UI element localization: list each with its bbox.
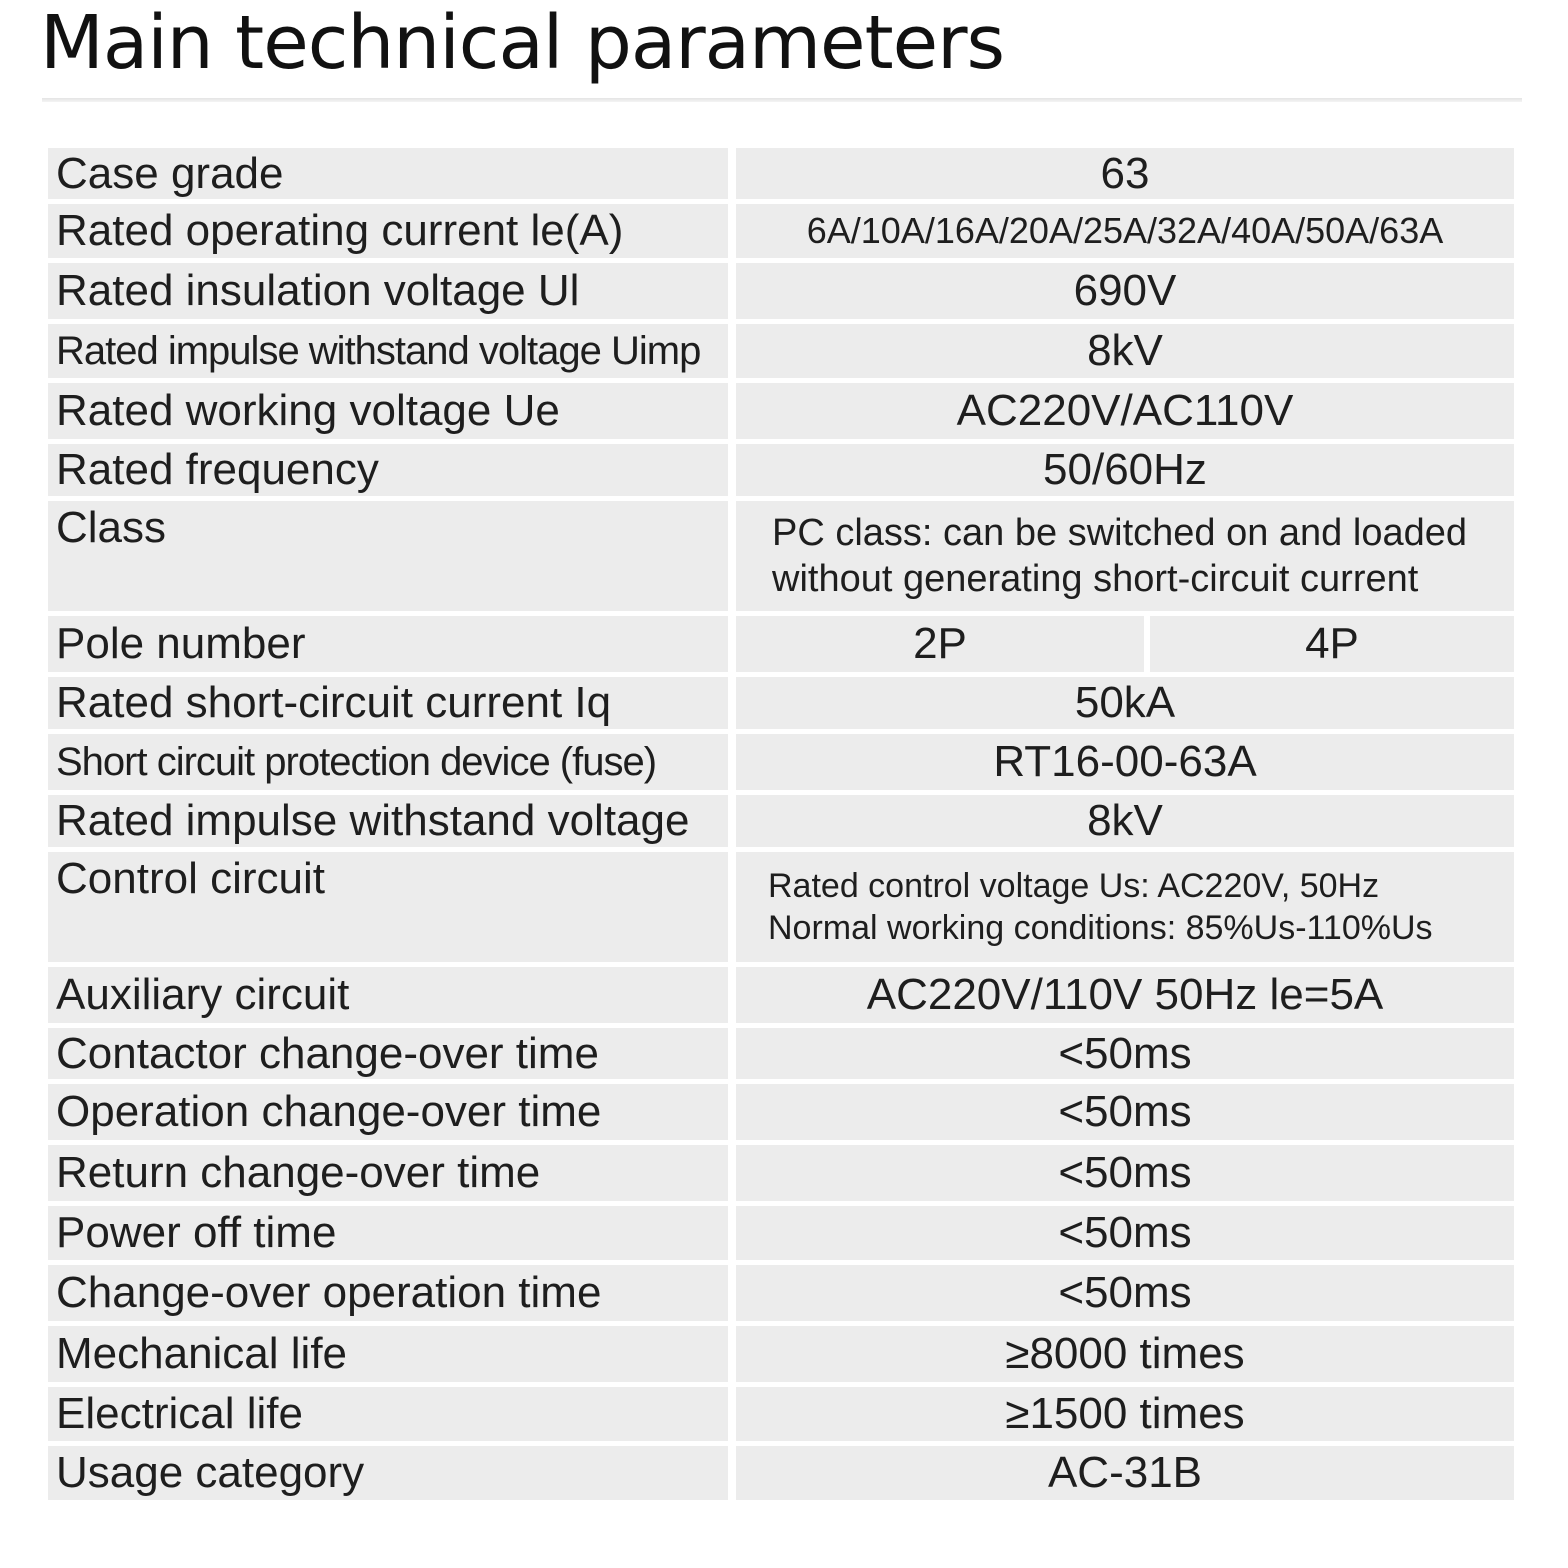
row-value: <50ms — [736, 1028, 1514, 1079]
page-title: Main technical parameters — [40, 0, 1005, 86]
title-divider — [42, 98, 1522, 102]
spec-table: Case grade 63 Rated operating current le… — [48, 148, 1514, 1505]
row-label: Rated frequency — [48, 444, 728, 496]
table-row: Change-over operation time <50ms — [48, 1265, 1514, 1321]
table-row: Pole number 2P 4P — [48, 616, 1514, 672]
row-value: ≥1500 times — [736, 1387, 1514, 1441]
row-value: <50ms — [736, 1084, 1514, 1140]
row-label: Short circuit protection device (fuse) — [48, 734, 728, 790]
row-value: AC220V/AC110V — [736, 383, 1514, 439]
row-label: Electrical life — [48, 1387, 728, 1441]
row-label: Return change-over time — [48, 1145, 728, 1201]
row-value: 50kA — [736, 677, 1514, 729]
row-label: Case grade — [48, 148, 728, 199]
row-label: Class — [48, 501, 728, 611]
table-row: Return change-over time <50ms — [48, 1145, 1514, 1201]
value-line: Rated control voltage Us: AC220V, 50Hz — [768, 867, 1380, 905]
row-label: Rated operating current le(A) — [48, 204, 728, 258]
row-value: 50/60Hz — [736, 444, 1514, 496]
row-value: <50ms — [736, 1265, 1514, 1321]
row-value: 690V — [736, 263, 1514, 319]
row-value: RT16-00-63A — [736, 734, 1514, 790]
row-value: Rated control voltage Us: AC220V, 50Hz N… — [736, 852, 1514, 962]
table-row: Rated impulse withstand voltage 8kV — [48, 795, 1514, 847]
table-row: Contactor change-over time <50ms — [48, 1028, 1514, 1079]
row-value: 8kV — [736, 324, 1514, 378]
row-label: Control circuit — [48, 852, 728, 962]
table-row: Usage category AC-31B — [48, 1446, 1514, 1500]
table-row: Rated working voltage Ue AC220V/AC110V — [48, 383, 1514, 439]
row-label: Rated short-circuit current Iq — [48, 677, 728, 729]
row-label: Rated insulation voltage Ul — [48, 263, 728, 319]
table-row: Control circuit Rated control voltage Us… — [48, 852, 1514, 962]
table-row: Power off time <50ms — [48, 1206, 1514, 1260]
row-label: Auxiliary circuit — [48, 967, 728, 1023]
table-row: Rated insulation voltage Ul 690V — [48, 263, 1514, 319]
table-row: Case grade 63 — [48, 148, 1514, 199]
row-value: <50ms — [736, 1145, 1514, 1201]
row-value: PC class: can be switched on and loaded … — [736, 501, 1514, 611]
row-value: 8kV — [736, 795, 1514, 847]
row-value: AC220V/110V 50Hz le=5A — [736, 967, 1514, 1023]
table-row: Electrical life ≥1500 times — [48, 1387, 1514, 1441]
pole-2p-cell: 2P — [736, 616, 1144, 672]
row-label: Rated impulse withstand voltage Uimp — [48, 324, 728, 378]
table-row: Mechanical life ≥8000 times — [48, 1326, 1514, 1382]
value-line: Normal working conditions: 85%Us-110%Us — [768, 909, 1433, 947]
row-value: 63 — [736, 148, 1514, 199]
row-label: Pole number — [48, 616, 728, 672]
row-value: ≥8000 times — [736, 1326, 1514, 1382]
value-line: without generating short-circuit current — [772, 558, 1419, 600]
table-row: Rated impulse withstand voltage Uimp 8kV — [48, 324, 1514, 378]
value-line: PC class: can be switched on and loaded — [772, 512, 1467, 554]
row-label: Operation change-over time — [48, 1084, 728, 1140]
row-label: Power off time — [48, 1206, 728, 1260]
table-row: Operation change-over time <50ms — [48, 1084, 1514, 1140]
table-row: Rated short-circuit current Iq 50kA — [48, 677, 1514, 729]
row-value: 2P 4P — [736, 616, 1514, 672]
row-label: Change-over operation time — [48, 1265, 728, 1321]
row-label: Mechanical life — [48, 1326, 728, 1382]
row-value: AC-31B — [736, 1446, 1514, 1500]
row-label: Rated impulse withstand voltage — [48, 795, 728, 847]
row-label: Usage category — [48, 1446, 728, 1500]
row-value: <50ms — [736, 1206, 1514, 1260]
table-row: Short circuit protection device (fuse) R… — [48, 734, 1514, 790]
table-row: Rated operating current le(A) 6A/10A/16A… — [48, 204, 1514, 258]
table-row: Auxiliary circuit AC220V/110V 50Hz le=5A — [48, 967, 1514, 1023]
row-label: Rated working voltage Ue — [48, 383, 728, 439]
table-row: Class PC class: can be switched on and l… — [48, 501, 1514, 611]
row-label: Contactor change-over time — [48, 1028, 728, 1079]
row-value: 6A/10A/16A/20A/25A/32A/40A/50A/63A — [736, 204, 1514, 258]
table-row: Rated frequency 50/60Hz — [48, 444, 1514, 496]
pole-4p-cell: 4P — [1150, 616, 1514, 672]
